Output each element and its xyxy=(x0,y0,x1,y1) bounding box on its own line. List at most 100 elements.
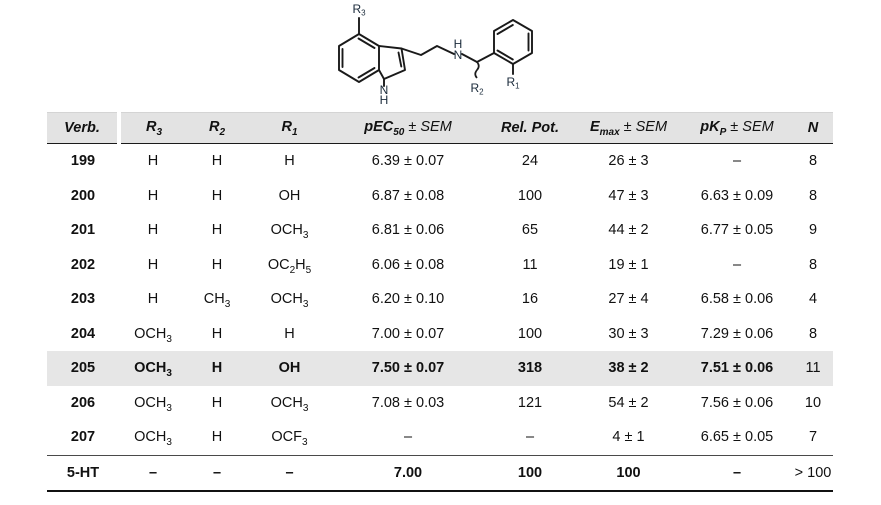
cell-pec50: 6.20 ± 0.10 xyxy=(371,291,445,308)
cell-emax: 27 ± 4 xyxy=(608,291,649,308)
cell-verb: 206 xyxy=(70,394,96,411)
cell-r3: OCH3 xyxy=(134,360,172,380)
header-r1: R1 xyxy=(247,112,332,144)
header-n: N xyxy=(793,112,833,144)
table-row: 201 H H OCH3 6.81 ± 0.06 65 44 ± 2 6.77 ± 0.05 9 xyxy=(47,213,833,248)
cell-r2: – xyxy=(187,454,247,492)
cell-r2: H xyxy=(211,187,223,204)
table-row: 5-HT – – –7.00 100 100– > 100 xyxy=(47,454,833,492)
cell-r3: OCH3 xyxy=(134,325,172,345)
wavy-stereo-bond xyxy=(473,61,480,79)
cell-relpot: 100 xyxy=(484,454,576,492)
cell-r1: H xyxy=(284,153,295,170)
cell-relpot: 121 xyxy=(517,394,543,411)
header-rel-pot: Rel. Pot. xyxy=(484,112,576,144)
table-row: 200 H H OH 6.87 ± 0.08 100 47 ± 3 6.63 ± 0.09 8 xyxy=(47,179,833,214)
cell-r2: H xyxy=(211,256,223,273)
cell-n: 7 xyxy=(808,429,818,446)
cell-pec50: – xyxy=(403,429,413,446)
cell-emax: 54 ± 2 xyxy=(608,394,649,411)
label-r2: R2 xyxy=(470,81,484,97)
cell-n: > 100 xyxy=(793,454,833,492)
cell-emax: 47 ± 3 xyxy=(608,187,649,204)
header-pec50: pEC50 ± SEM xyxy=(332,112,484,144)
cell-emax: 38 ± 2 xyxy=(608,360,649,377)
header-row: Verb. R3 R2 R1 pEC50 ± SEM Rel. Pot. Ema… xyxy=(47,112,833,144)
cell-emax: 4 ± 1 xyxy=(612,429,645,446)
table-row: 207 OCH3 H OCF3 – – 4 ± 1 6.65 ± 0.05 7 xyxy=(47,420,833,455)
cell-r3: H xyxy=(147,153,159,170)
cell-pec50: 7.50 ± 0.07 xyxy=(371,360,445,377)
header-verb: Verb. xyxy=(47,112,121,144)
cell-r1: OCH3 xyxy=(270,291,309,311)
cell-relpot: 24 xyxy=(521,153,539,170)
cell-n: 8 xyxy=(808,153,818,170)
cell-r2: CH3 xyxy=(203,291,231,311)
cell-r3: H xyxy=(147,256,159,273)
cell-r3: OCH3 xyxy=(134,429,172,449)
cell-pec50: 7.00 ± 0.07 xyxy=(371,325,445,342)
cell-verb: 207 xyxy=(70,429,96,446)
cell-pkp: – xyxy=(732,256,742,273)
table-row: 205 OCH3 H OH 7.50 ± 0.07 318 38 ± 2 7.51 ± 0.0… xyxy=(47,351,833,386)
cell-n: 11 xyxy=(805,360,821,377)
table-row: 203 H CH3 OCH3 6.20 ± 0.10 16 27 ± 4 6.58 ± 0.0… xyxy=(47,282,833,317)
cell-emax: 19 ± 1 xyxy=(608,256,649,273)
cell-r2: H xyxy=(211,429,223,446)
label-r1: R1 xyxy=(506,75,520,91)
cell-verb: 5-HT xyxy=(47,454,119,492)
label-indole-n: N xyxy=(379,83,388,97)
cell-relpot: 100 xyxy=(517,187,543,204)
cell-pkp: 7.51 ± 0.06 xyxy=(700,360,774,377)
cell-r3: H xyxy=(147,291,159,308)
cell-verb: 205 xyxy=(70,360,96,377)
cell-relpot: 318 xyxy=(517,360,543,377)
cell-pec50: 6.39 ± 0.07 xyxy=(371,153,445,170)
cell-r2: H xyxy=(211,360,223,377)
table-header: Verb. R3 R2 R1 pEC50 ± SEM Rel. Pot. Ema… xyxy=(47,112,833,144)
cell-r3: OCH3 xyxy=(134,394,172,414)
cell-verb: 204 xyxy=(70,325,96,342)
header-r3: R3 xyxy=(119,112,187,144)
cell-relpot: 11 xyxy=(522,256,538,273)
cell-r2: H xyxy=(211,222,223,239)
cell-r1: H xyxy=(284,325,295,342)
cell-n: 10 xyxy=(804,394,822,411)
cell-emax: 100 xyxy=(576,454,681,492)
cell-verb: 200 xyxy=(70,187,96,204)
cell-emax: 26 ± 3 xyxy=(608,153,649,170)
cell-pkp: 7.56 ± 0.06 xyxy=(700,394,774,411)
cell-pec50: 7.08 ± 0.03 xyxy=(371,394,445,411)
table-row: 202 H H OC2H5 6.06 ± 0.08 11 19 ± 1 – 8 xyxy=(47,248,833,283)
cell-pkp: 6.63 ± 0.09 xyxy=(700,187,774,204)
cell-r1: OCF3 xyxy=(271,429,308,449)
cell-n: 8 xyxy=(808,325,818,342)
label-amine-n: N xyxy=(453,48,462,62)
cell-emax: 44 ± 2 xyxy=(608,222,649,239)
header-pkp: pKP ± SEM xyxy=(681,112,793,144)
cell-n: 8 xyxy=(808,187,818,204)
chemical-structure-figure: R3 N H H N R2 R1 xyxy=(0,0,881,110)
cell-pec50: 6.81 ± 0.06 xyxy=(371,222,445,239)
cell-pkp: – xyxy=(681,454,793,492)
header-emax: Emax ± SEM xyxy=(576,112,681,144)
cell-verb: 199 xyxy=(70,153,96,170)
label-r3: R3 xyxy=(352,2,366,18)
cell-pec50: 7.00 xyxy=(332,454,484,492)
cell-relpot: – xyxy=(525,429,535,446)
label-amine-h: H xyxy=(453,37,462,51)
table-body: 199 H H H 6.39 ± 0.07 24 26 ± 3–8 200 H H OH 6.87 ±… xyxy=(47,144,833,492)
cell-n: 4 xyxy=(808,291,818,308)
cell-verb: 201 xyxy=(70,222,96,239)
table-row: 204 OCH3 H H 7.00 ± 0.07 100 30 ± 3 7.29 ± 0.06… xyxy=(47,317,833,352)
cell-pec50: 6.06 ± 0.08 xyxy=(371,256,445,273)
cell-r1: – xyxy=(247,454,332,492)
cell-r1: OCH3 xyxy=(270,222,309,242)
cell-verb: 202 xyxy=(70,256,96,273)
cell-emax: 30 ± 3 xyxy=(608,325,649,342)
table-row: 199 H H H 6.39 ± 0.07 24 26 ± 3 – 8 xyxy=(47,144,833,179)
cell-r3: – xyxy=(119,454,187,492)
cell-verb: 203 xyxy=(70,291,96,308)
cell-relpot: 65 xyxy=(521,222,539,239)
cell-r1: OCH3 xyxy=(270,394,309,414)
